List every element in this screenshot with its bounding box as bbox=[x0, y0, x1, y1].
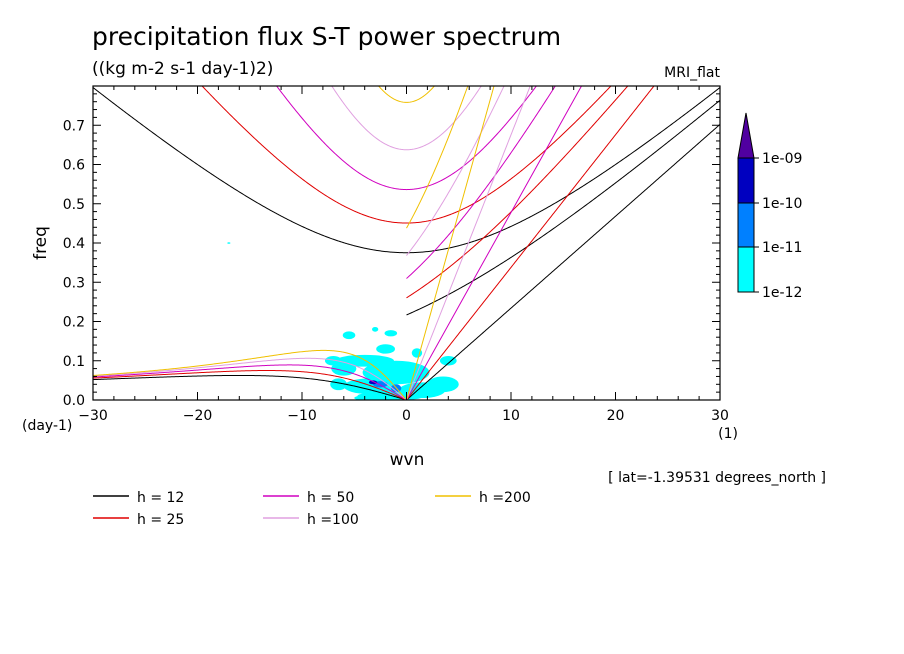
plot-frame bbox=[92, 85, 721, 401]
spectrum-blob bbox=[376, 344, 396, 354]
x-axis: −30 −20 −10 0 10 20 30 bbox=[78, 86, 729, 424]
spectrum-blob bbox=[372, 326, 379, 332]
chart-subtitle: ((kg m-2 s-1 day-1)2) bbox=[92, 59, 273, 79]
x-tick-label: 10 bbox=[502, 408, 520, 424]
spectrum-blob bbox=[368, 380, 378, 385]
legend-label: h =100 bbox=[307, 512, 359, 528]
rossby-curve bbox=[93, 357, 406, 400]
x-tick-label: 20 bbox=[607, 408, 625, 424]
eig-curve bbox=[406, 86, 629, 299]
x-tick-label: 30 bbox=[711, 408, 729, 424]
inertio-gravity-curve bbox=[201, 86, 612, 224]
legend-label: h = 25 bbox=[137, 512, 184, 528]
inertio-gravity-curve bbox=[331, 86, 482, 151]
y-tick-label: 0.0 bbox=[63, 393, 85, 409]
legend-label: h = 50 bbox=[307, 490, 354, 506]
y-tick-label: 0.7 bbox=[63, 118, 85, 134]
dispersion-curves bbox=[93, 86, 720, 400]
colorbar-arrow bbox=[737, 112, 755, 159]
colorbar-box bbox=[737, 157, 755, 204]
spectrum-blob bbox=[439, 356, 457, 366]
spectrum-blob bbox=[384, 330, 398, 337]
y-tick-label: 0.2 bbox=[63, 315, 85, 331]
rossby-curve bbox=[93, 370, 406, 400]
kelvin-curve bbox=[406, 86, 655, 400]
inertio-gravity-curve bbox=[377, 86, 436, 103]
x-tick-label: 0 bbox=[402, 408, 411, 424]
rossby-curve bbox=[93, 374, 406, 400]
y-tick-label: 0.4 bbox=[63, 236, 85, 252]
kelvin-curve bbox=[406, 86, 583, 400]
legend: h = 12 h = 25 h = 50 h =100 h =200 bbox=[93, 490, 531, 528]
inertio-gravity-curve bbox=[93, 87, 720, 254]
colorbar-label: 1e-12 bbox=[762, 285, 802, 301]
eig-curve bbox=[406, 86, 505, 256]
eig-curve bbox=[406, 86, 469, 229]
rossby-curve bbox=[93, 349, 406, 400]
chart-title: precipitation flux S-T power spectrum bbox=[92, 22, 561, 51]
colorbar-box bbox=[737, 246, 755, 293]
x-tick-label: −30 bbox=[78, 408, 108, 424]
y-axis: 0.0 0.1 0.2 0.3 0.4 0.5 0.6 0.7 bbox=[63, 93, 720, 409]
colorbar-label: 1e-11 bbox=[762, 240, 802, 256]
x-unit-label: (1) bbox=[718, 426, 738, 442]
spectrum-blob bbox=[411, 348, 423, 358]
y-tick-label: 0.1 bbox=[63, 354, 85, 370]
eig-curve bbox=[406, 86, 556, 279]
x-tick-label: −10 bbox=[287, 408, 317, 424]
inertio-gravity-curve bbox=[276, 86, 537, 191]
kelvin-curve bbox=[406, 86, 495, 400]
y-tick-label: 0.3 bbox=[63, 275, 85, 291]
colorbar-box bbox=[737, 202, 755, 248]
eig-curve bbox=[406, 99, 720, 316]
colorbar: 1e-12 1e-11 1e-10 1e-09 bbox=[737, 112, 802, 301]
spectrum-blob bbox=[324, 356, 342, 366]
legend-label: h =200 bbox=[479, 490, 531, 506]
legend-label: h = 12 bbox=[137, 490, 184, 506]
spectrum-blob bbox=[354, 394, 407, 400]
colorbar-label: 1e-10 bbox=[762, 196, 802, 212]
x-tick-label: −20 bbox=[183, 408, 213, 424]
spectrum-blob bbox=[330, 378, 347, 391]
spectrum-blob bbox=[227, 242, 231, 244]
kelvin-curve bbox=[406, 86, 531, 400]
y-tick-label: 0.5 bbox=[63, 197, 85, 213]
kelvin-curve bbox=[406, 124, 720, 400]
spectrum-blob bbox=[342, 331, 356, 340]
y-axis-label: freq bbox=[31, 226, 51, 260]
colorbar-label: 1e-09 bbox=[762, 151, 802, 167]
spectrum-blob bbox=[427, 376, 459, 393]
rossby-curve bbox=[93, 364, 406, 400]
latitude-footnote: [ lat=-1.39531 degrees_north ] bbox=[608, 470, 826, 486]
x-axis-label: wvn bbox=[390, 450, 425, 470]
y-unit-label: (day-1) bbox=[22, 418, 72, 434]
y-tick-label: 0.6 bbox=[63, 158, 85, 174]
model-label: MRI_flat bbox=[664, 65, 720, 81]
